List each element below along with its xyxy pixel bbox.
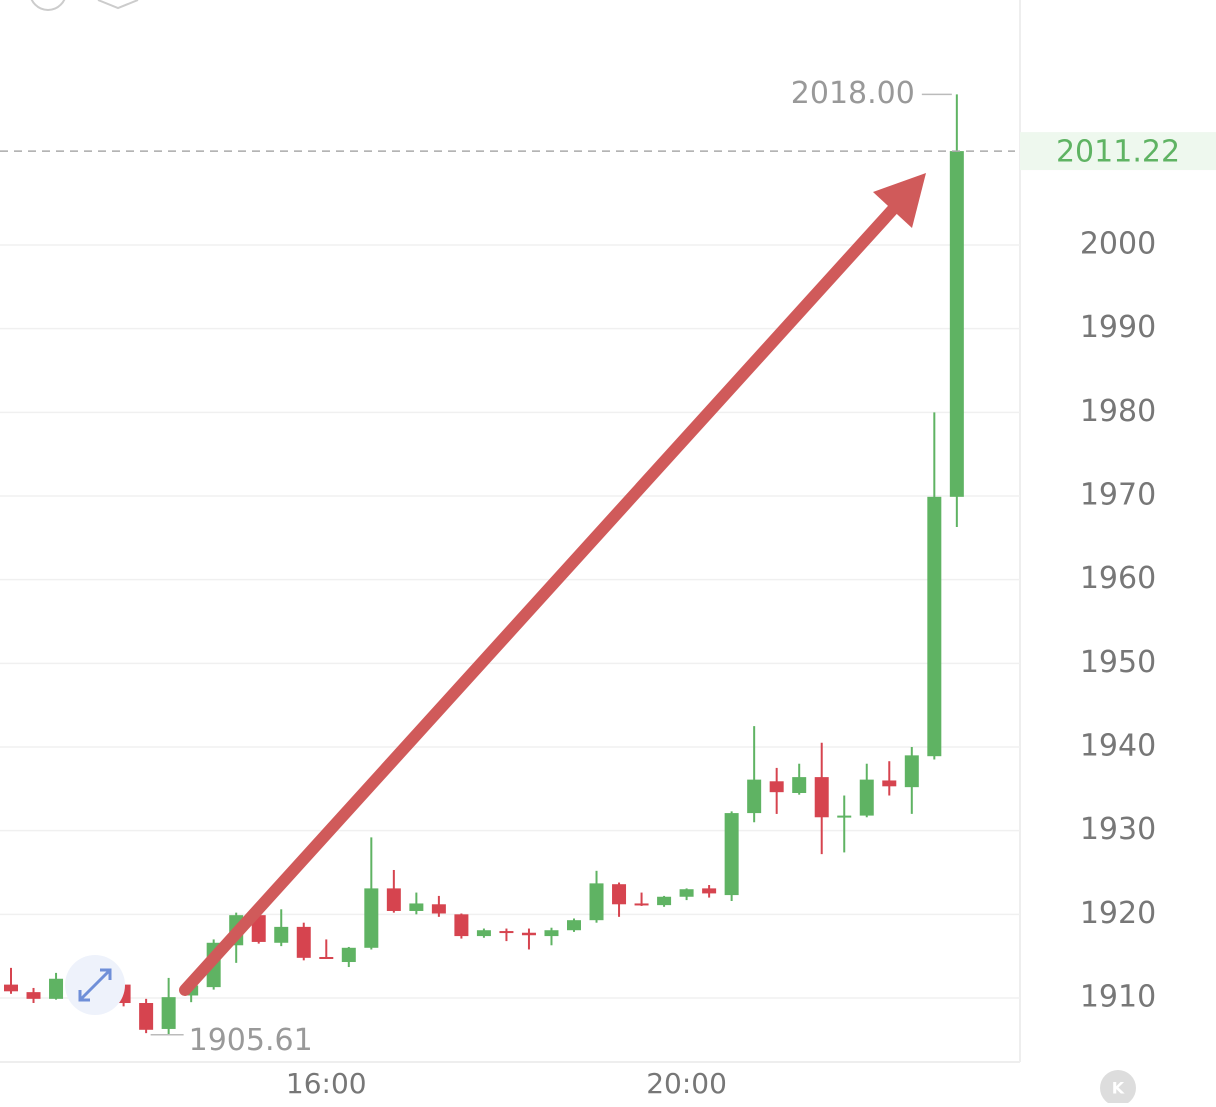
y-tick-label: 1940: [1080, 728, 1156, 763]
candle-body: [251, 915, 266, 942]
grid: 1910 1920 1930 1940 1950 1960 1970 1980 1990 2000…: [0, 226, 1156, 1100]
candle-body: [859, 779, 874, 816]
candle-body: [612, 884, 627, 905]
x-tick-label: 20:00: [646, 1067, 727, 1100]
annotation-label: 1905.61: [189, 1023, 313, 1058]
candle-body: [431, 904, 446, 914]
top-icon: [97, 0, 139, 10]
y-tick-label: 1980: [1080, 394, 1156, 429]
candle-body: [49, 978, 64, 999]
candle-body: [927, 496, 942, 757]
k-icon: K: [1112, 1079, 1125, 1098]
candle-body: [499, 931, 514, 934]
candle-body: [949, 151, 964, 497]
top-icon: [30, 0, 66, 11]
candle-body: [521, 932, 536, 936]
expand-icon: [78, 968, 112, 1002]
y-tick-label: 1910: [1080, 979, 1156, 1014]
candle-body: [26, 992, 41, 999]
candle-body: [792, 777, 807, 794]
candle-body: [837, 815, 852, 818]
candle-body: [814, 777, 829, 818]
y-tick-label: 1970: [1080, 477, 1156, 512]
candle-body: [296, 926, 311, 958]
candle-body: [476, 930, 491, 937]
candle-body: [139, 1003, 154, 1030]
candle-body: [634, 903, 649, 906]
candle-body: [747, 779, 762, 814]
candle-body: [386, 888, 401, 911]
candle-body: [904, 755, 919, 788]
y-tick-label: 1960: [1080, 561, 1156, 596]
overlay: 2011.22 2018.00 1905.61: [0, 76, 1216, 1058]
candle-body: [274, 926, 289, 943]
candle-body: [319, 956, 334, 959]
candle-body: [454, 914, 469, 937]
last-price-box: [1020, 132, 1216, 171]
trend-arrow: [179, 173, 926, 996]
candle-body: [161, 997, 176, 1029]
candle-body: [544, 930, 559, 937]
arrow-head: [873, 173, 926, 228]
y-tick-label: 1920: [1080, 896, 1156, 931]
candle-body: [341, 947, 356, 963]
y-tick-label: 1950: [1080, 645, 1156, 680]
candle-body: [882, 780, 897, 787]
candle-body: [702, 888, 717, 894]
candle-body: [657, 896, 672, 906]
x-tick-label: 16:00: [286, 1067, 367, 1100]
candle-body: [589, 883, 604, 921]
candle-body: [679, 889, 694, 897]
last-price-label: 2011.22: [1056, 135, 1180, 170]
candle-body: [567, 920, 581, 931]
candle-body: [409, 903, 424, 911]
candle-body: [364, 888, 379, 948]
candle-body: [4, 984, 18, 992]
k-button[interactable]: [1100, 1070, 1136, 1106]
y-tick-label: 1990: [1080, 310, 1156, 345]
y-tick-label: 2000: [1080, 226, 1156, 261]
y-tick-label: 1930: [1080, 812, 1156, 847]
candle-body: [724, 813, 739, 896]
annotation-label: 2018.00: [791, 76, 915, 111]
arrow-shaft: [179, 201, 901, 996]
candle-body: [769, 781, 784, 793]
